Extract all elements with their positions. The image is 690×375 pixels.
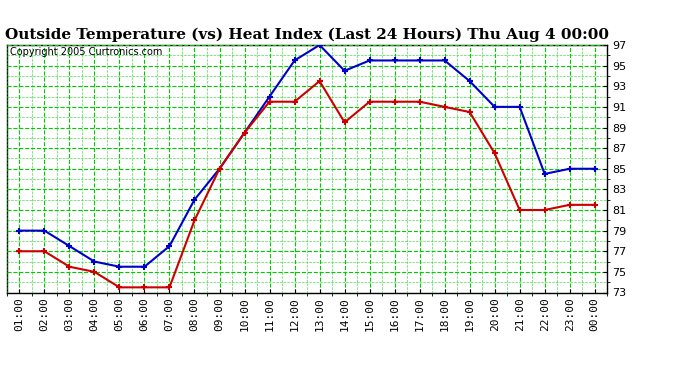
Title: Outside Temperature (vs) Heat Index (Last 24 Hours) Thu Aug 4 00:00: Outside Temperature (vs) Heat Index (Las… bbox=[5, 28, 609, 42]
Text: Copyright 2005 Curtronics.com: Copyright 2005 Curtronics.com bbox=[10, 48, 162, 57]
